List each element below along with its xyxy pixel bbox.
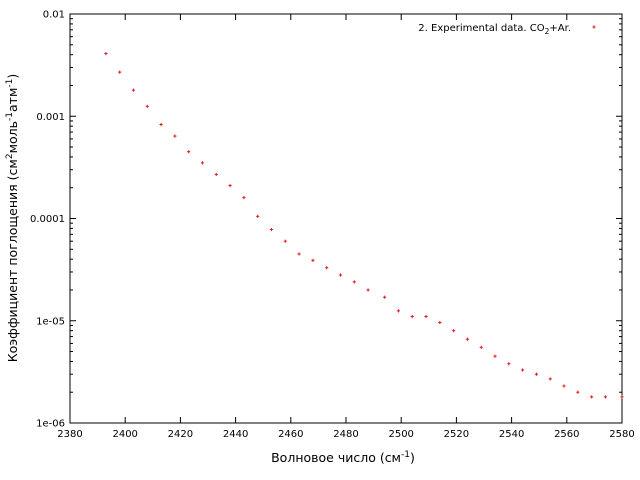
data-point (325, 266, 329, 270)
x-tick-label: 2380 (57, 429, 82, 440)
x-tick-label: 2440 (223, 429, 248, 440)
data-series (104, 51, 624, 399)
data-point (438, 320, 442, 325)
data-point (620, 395, 624, 399)
data-point (465, 337, 470, 341)
y-tick-label: 1e-05 (36, 316, 65, 327)
data-point (576, 390, 580, 394)
legend-marker-symbol (592, 25, 596, 29)
data-point (534, 372, 539, 376)
y-tick-label: 0.001 (36, 112, 65, 123)
x-axis-label: Волновое число (см-1) (271, 450, 415, 465)
y-axis: 1e-06 1e-05 0.0001 0.001 0.01 (30, 10, 622, 430)
y-tick-label: 0.01 (43, 10, 65, 21)
data-point (311, 258, 315, 262)
data-point (283, 239, 287, 243)
data-point (242, 196, 246, 200)
data-point (214, 172, 218, 176)
data-point (548, 377, 552, 381)
data-point (187, 150, 191, 154)
data-point (562, 384, 566, 388)
data-point (603, 395, 608, 399)
legend-label: 2. Experimental data. CO2+Ar. (418, 23, 571, 36)
plot-frame (69, 13, 623, 424)
y-axis-label: Коэффициент поглощения (см2моль-1атм-1) (5, 74, 20, 363)
data-point (159, 122, 163, 127)
data-point (228, 183, 232, 188)
data-point (507, 362, 511, 366)
x-tick-label: 2520 (444, 429, 469, 440)
data-point (118, 70, 122, 74)
x-tick-label: 2460 (278, 429, 303, 440)
data-point (256, 214, 260, 218)
data-point (479, 345, 483, 349)
data-point (338, 273, 343, 277)
x-axis: 2380 2400 2420 2440 2460 2480 2500 2520 2540 2560… (57, 14, 635, 440)
legend: 2. Experimental data. CO2+Ar. (418, 23, 596, 36)
data-point (352, 280, 356, 284)
x-tick-label: 2500 (388, 429, 413, 440)
data-point (590, 395, 594, 399)
y-tick-label: 1e-06 (36, 419, 65, 430)
data-point (452, 329, 456, 333)
data-point (383, 295, 387, 299)
data-point (424, 314, 428, 319)
x-tick-label: 2560 (554, 429, 579, 440)
y-tick-label: 0.0001 (30, 214, 65, 225)
data-point (145, 104, 149, 108)
data-point (131, 88, 136, 92)
x-tick-label: 2540 (499, 429, 524, 440)
data-point (521, 368, 525, 372)
data-point (410, 314, 414, 319)
legend-marker (592, 25, 596, 29)
data-point (493, 354, 497, 358)
data-point (366, 288, 370, 292)
data-point (269, 227, 274, 232)
data-point (200, 161, 205, 165)
x-tick-label: 2480 (333, 429, 358, 440)
data-point (396, 309, 401, 313)
x-tick-label: 2580 (609, 429, 634, 440)
data-point (173, 134, 177, 138)
x-tick-label: 2420 (168, 429, 193, 440)
x-tick-label: 2400 (112, 429, 137, 440)
data-point (297, 252, 301, 256)
data-point (104, 51, 108, 56)
